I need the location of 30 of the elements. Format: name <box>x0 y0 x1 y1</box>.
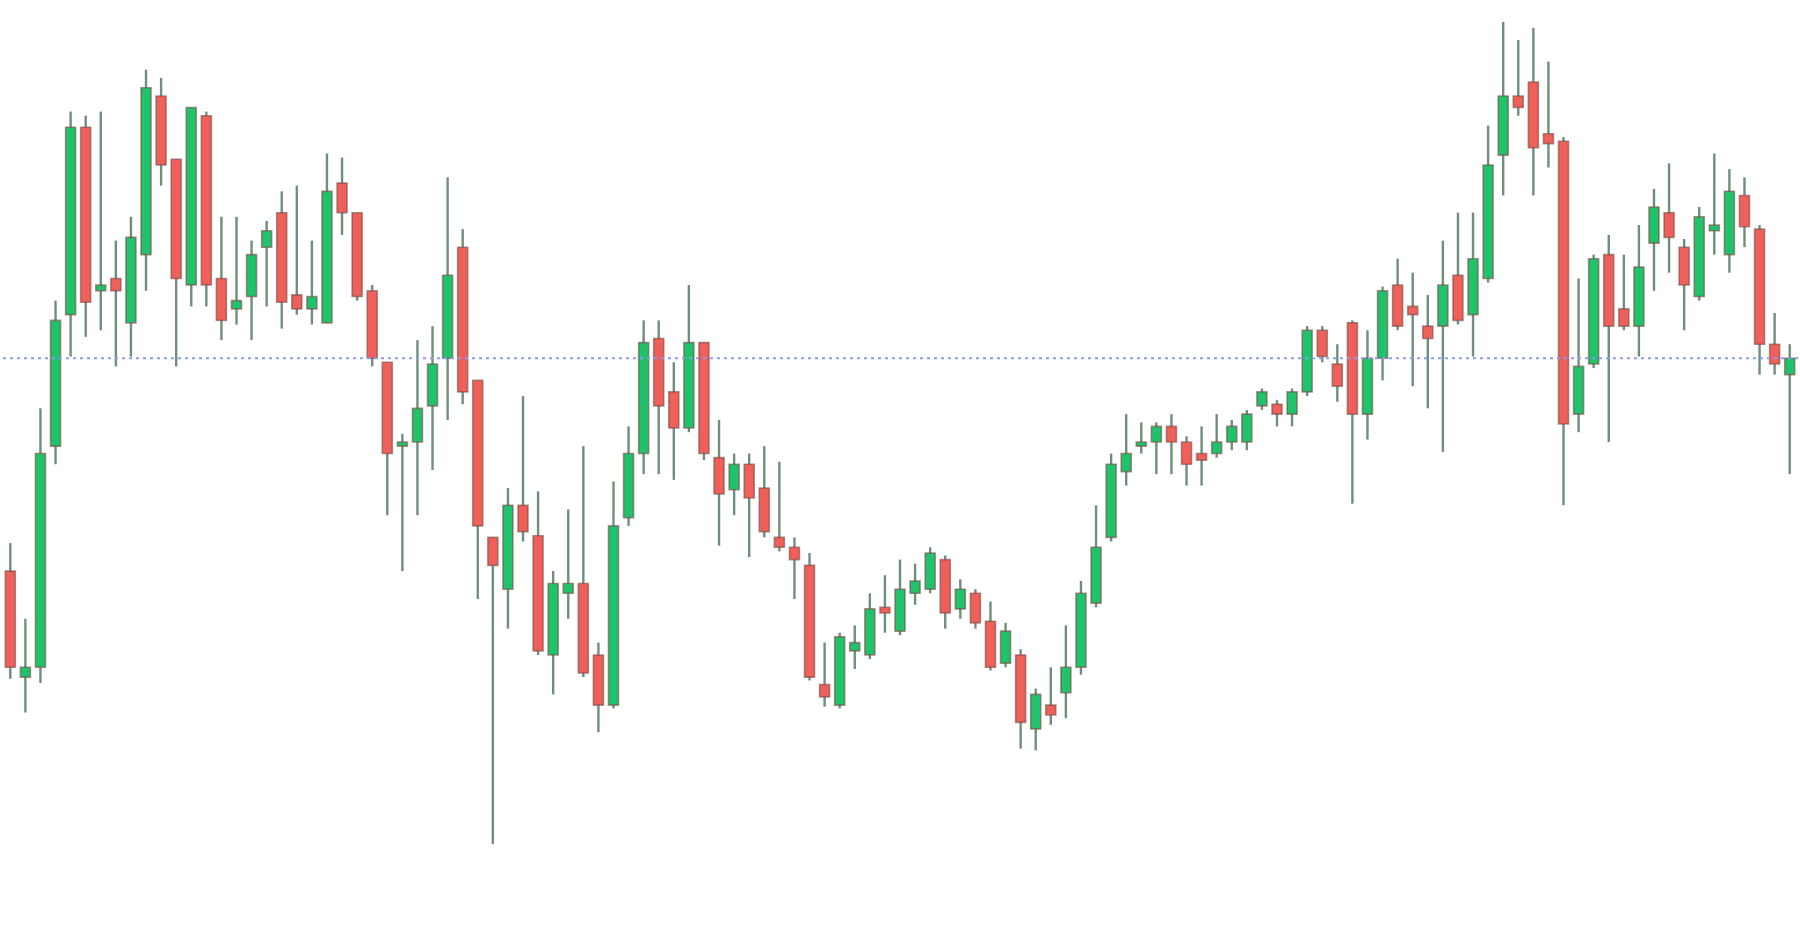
candlestick <box>426 324 439 472</box>
candlestick <box>1768 311 1781 376</box>
candlestick <box>1406 271 1419 388</box>
candlestick <box>396 432 409 573</box>
candlestick <box>260 219 273 308</box>
candlestick <box>1150 421 1163 476</box>
candlestick <box>1783 343 1796 476</box>
candlestick <box>1391 257 1404 332</box>
candlestick <box>1210 412 1223 459</box>
candlestick <box>984 600 997 672</box>
candlestick <box>1331 343 1344 403</box>
candlestick <box>788 536 801 601</box>
candlestick <box>215 215 228 342</box>
candlestick <box>19 617 32 714</box>
candlestick <box>230 215 243 326</box>
candlestick <box>411 338 424 517</box>
candlestick <box>969 587 982 630</box>
candlestick <box>1708 152 1721 256</box>
candlestick <box>1738 176 1751 249</box>
candlestick <box>818 641 831 708</box>
candlestick <box>1572 277 1585 434</box>
candlestick <box>245 239 258 342</box>
candlestick <box>1180 435 1193 487</box>
candlestick <box>1135 421 1148 455</box>
candlestick <box>1542 60 1555 169</box>
candlestick <box>954 578 967 620</box>
candlestick <box>773 460 786 553</box>
candlestick <box>999 621 1012 669</box>
candlestick <box>1165 412 1178 476</box>
candlestick <box>1195 425 1208 487</box>
